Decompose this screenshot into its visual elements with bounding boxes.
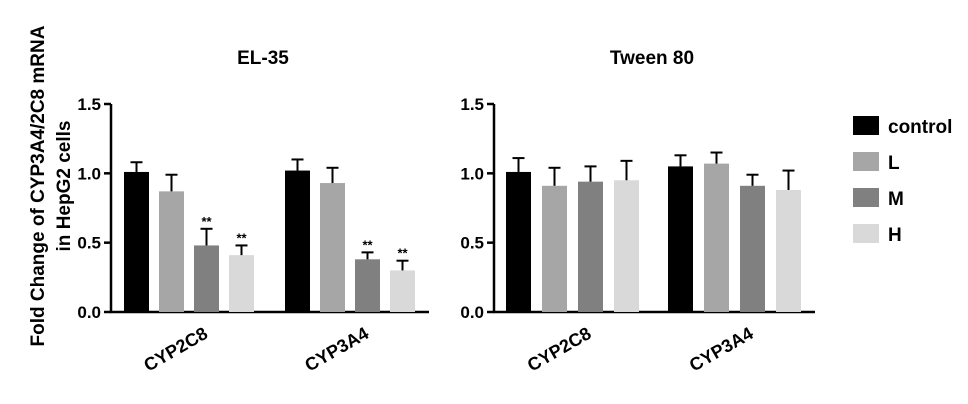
y-tick-label: 0.5: [460, 234, 484, 253]
panel-1: EL-35 0.0 0.5 1.0 1.5 ** ** CYP2C8 ** ** CYP3A4: [77, 48, 429, 375]
significance-label: **: [201, 214, 212, 229]
bar-m-cyp3a4: [355, 259, 380, 312]
legend-swatch: [853, 224, 879, 243]
bar-h-cyp2c8: [614, 180, 639, 312]
x-category-label: CYP2C8: [140, 323, 211, 375]
legend-item-h: H: [853, 224, 902, 246]
y-tick-label: 1.0: [460, 164, 484, 183]
x-category-label: CYP3A4: [686, 323, 757, 375]
legend: control LMH: [853, 116, 952, 246]
significance-label: **: [362, 237, 373, 252]
bar-l-cyp2c8: [542, 185, 567, 312]
panel-title: EL-35: [237, 48, 289, 69]
legend-label: control: [888, 117, 952, 138]
bar-l-cyp3a4: [704, 163, 729, 312]
bar-l-cyp2c8: [159, 191, 184, 312]
legend-swatch: [853, 152, 879, 171]
y-tick-label: 0.0: [77, 303, 101, 322]
bar-m-cyp3a4: [740, 185, 765, 312]
bar-m-cyp2c8: [578, 181, 603, 312]
panels: EL-350.00.51.01.5****CYP2C8****CYP3A4Twe…: [77, 48, 815, 375]
bar-h-cyp2c8: [229, 255, 254, 312]
panel-title: Tween 80: [610, 48, 694, 69]
legend-label: H: [888, 225, 902, 246]
y-tick-label: 0.5: [77, 234, 101, 253]
x-category-label: CYP2C8: [524, 323, 595, 375]
bar-l-cyp3a4: [320, 183, 345, 312]
bar-control-cyp2c8: [124, 171, 149, 312]
legend-label: L: [888, 153, 900, 174]
y-tick-label: 0.0: [460, 303, 484, 322]
y-axis-label-line2: in HepG2 cells: [54, 121, 75, 252]
bar-m-cyp2c8: [194, 245, 219, 312]
legend-label: M: [888, 189, 904, 210]
bar-control-cyp3a4: [285, 170, 310, 312]
bar-h-cyp3a4: [390, 270, 415, 312]
legend-swatch: [853, 116, 879, 135]
legend-item-m: M: [853, 188, 904, 210]
y-axis-label: Fold Change of CYP3A4/2C8 mRNA in HepG2 …: [28, 25, 75, 346]
legend-swatch: [853, 188, 879, 207]
significance-label: **: [236, 230, 247, 245]
y-tick-label: 1.0: [77, 164, 101, 183]
significance-label: **: [397, 246, 408, 261]
x-category-label: CYP3A4: [301, 323, 372, 375]
legend-item-l: L: [853, 152, 900, 174]
bar-h-cyp3a4: [776, 189, 801, 312]
y-tick-label: 1.5: [460, 95, 484, 114]
panel-2: Tween 80 0.0 0.5 1.0 1.5 CYP2C8 CYP3A4: [460, 48, 815, 375]
bar-control-cyp3a4: [668, 166, 693, 312]
y-tick-label: 1.5: [77, 95, 101, 114]
legend-item-control: control: [853, 116, 952, 138]
y-axis-label-line1: Fold Change of CYP3A4/2C8 mRNA: [28, 25, 49, 346]
bar-control-cyp2c8: [506, 171, 531, 312]
